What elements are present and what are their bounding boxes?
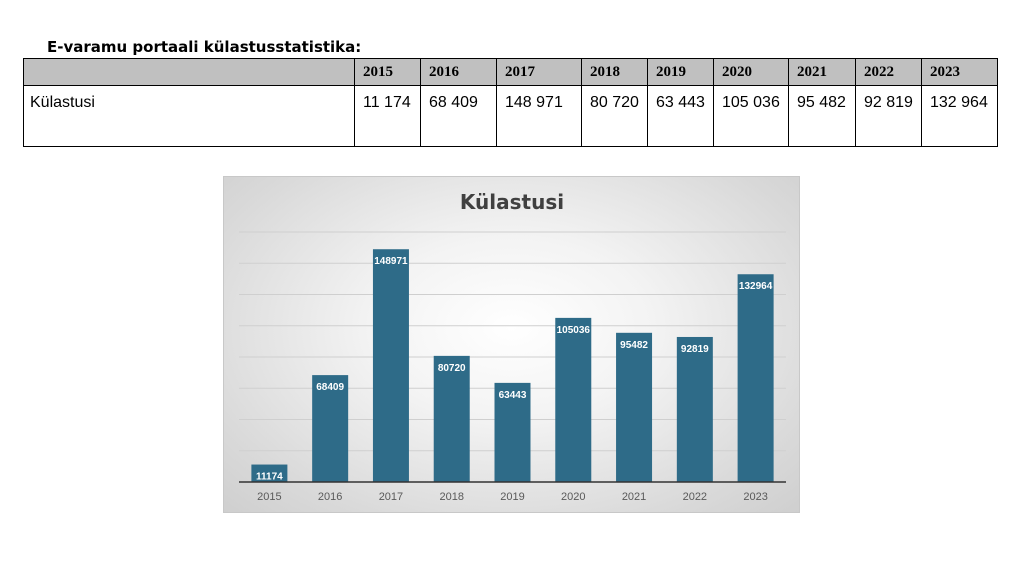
bar-2016 [312, 375, 349, 482]
page-heading: E-varamu portaali külastusstatistika: [47, 38, 362, 56]
data-label-2015: 11174 [256, 472, 283, 483]
data-label-2016: 68409 [316, 382, 344, 393]
x-tick-label-2022: 2022 [683, 491, 707, 503]
cell-value: 63 443 [656, 94, 705, 111]
header-cell-year: 2020 [713, 58, 789, 86]
data-label-2022: 92819 [681, 344, 709, 355]
bar-2019 [494, 382, 531, 482]
cell-value: 11 174 [363, 94, 411, 111]
cell-value: 148 971 [505, 94, 563, 111]
bar-2023 [737, 274, 774, 482]
row-label: Külastusi [23, 85, 355, 147]
bar-2017 [372, 249, 409, 482]
table-cell: 92 819 [855, 85, 922, 147]
header-empty-cell [23, 58, 355, 86]
bar-2022 [676, 336, 713, 482]
data-label-2019: 63443 [499, 390, 527, 401]
data-label-2020: 105036 [557, 325, 591, 336]
cell-value: 92 819 [864, 94, 913, 111]
cell-value: 132 964 [930, 94, 988, 111]
header-cell-year: 2015 [354, 58, 421, 86]
x-tick-label-2019: 2019 [500, 491, 524, 503]
data-label-2017: 148971 [374, 256, 408, 267]
x-tick-label-2016: 2016 [318, 491, 342, 503]
bar-2020 [555, 317, 592, 482]
x-tick-label-2018: 2018 [439, 491, 463, 503]
x-tick-label-2020: 2020 [561, 491, 585, 503]
header-cell-year: 2022 [855, 58, 922, 86]
x-tick-label-2023: 2023 [743, 491, 767, 503]
header-cell-year: 2016 [420, 58, 497, 86]
x-tick-label-2017: 2017 [379, 491, 403, 503]
table-cell: 132 964 [921, 85, 998, 147]
bar-2015 [251, 464, 288, 482]
cell-value: 95 482 [797, 94, 846, 111]
table-cell: 148 971 [496, 85, 582, 147]
header-cell-year: 2017 [496, 58, 582, 86]
bar-chart: Külastusi 11174 2015 68409 2016 148971 2017 80… [223, 176, 800, 513]
x-tick-label-2021: 2021 [622, 491, 646, 503]
data-label-2021: 95482 [620, 340, 648, 351]
table-cell: 11 174 [354, 85, 421, 147]
chart-canvas: Külastusi 11174 2015 68409 2016 148971 2017 80… [239, 190, 786, 503]
data-label-2023: 132964 [739, 281, 773, 292]
bar-2018 [433, 355, 470, 482]
cell-value: 105 036 [722, 94, 780, 111]
table-row: Külastusi 11 174 68 409 148 971 80 720 6… [23, 85, 998, 147]
chart-title: Külastusi [460, 190, 564, 214]
header-cell-year: 2018 [581, 58, 648, 86]
table-cell: 63 443 [647, 85, 714, 147]
data-label-2018: 80720 [438, 363, 466, 374]
x-tick-label-2015: 2015 [257, 491, 281, 503]
cell-value: 80 720 [590, 94, 639, 111]
table-header-row: 2015 2016 2017 2018 2019 2020 2021 2022 … [23, 58, 998, 86]
header-cell-year: 2019 [647, 58, 714, 86]
bar-2021 [616, 332, 653, 482]
header-cell-year: 2021 [788, 58, 856, 86]
cell-value: 68 409 [429, 94, 478, 111]
table-cell: 80 720 [581, 85, 648, 147]
statistics-table: 2015 2016 2017 2018 2019 2020 2021 2022 … [23, 58, 998, 147]
table-cell: 95 482 [788, 85, 856, 147]
table-cell: 68 409 [420, 85, 497, 147]
table-cell: 105 036 [713, 85, 789, 147]
header-cell-year: 2023 [921, 58, 998, 86]
